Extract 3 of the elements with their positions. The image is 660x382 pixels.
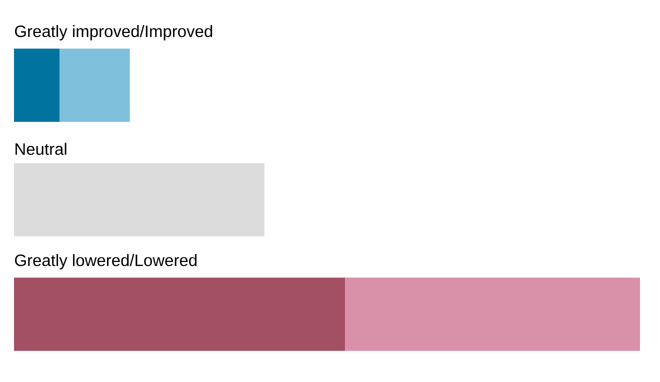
y-tick-label: Greatly improved/Improved [15,25,212,40]
y-tick-label: Greatly lowered/Lowered [15,254,197,270]
y-tick-label: Neutral [16,142,66,155]
